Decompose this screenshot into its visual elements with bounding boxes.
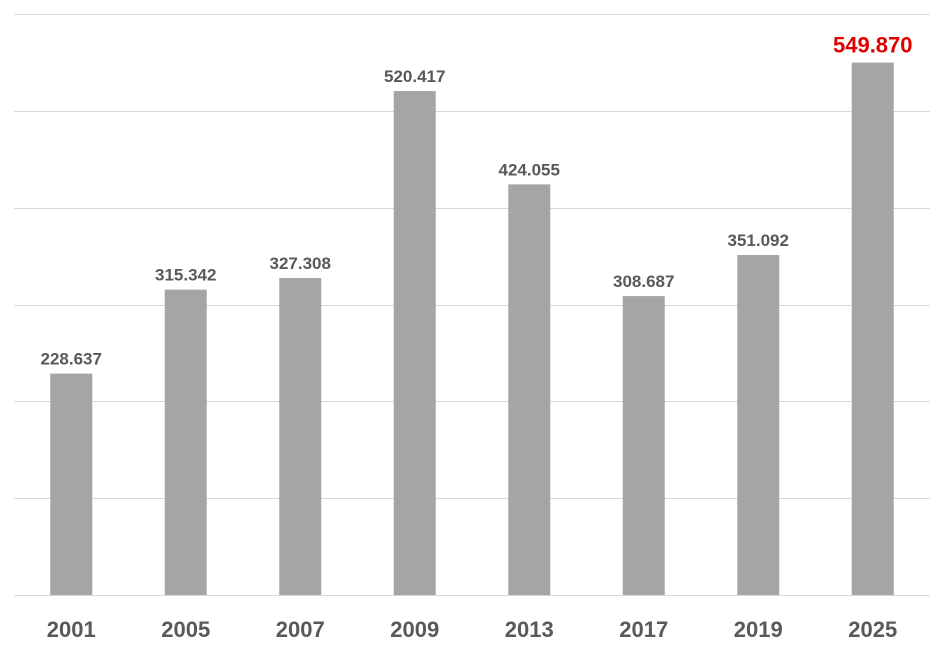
- bar-2019: [737, 255, 780, 595]
- x-tick-label-2025: 2025: [848, 617, 897, 642]
- x-tick-label-2017: 2017: [619, 617, 668, 642]
- data-label-2007: 327.308: [270, 254, 331, 273]
- data-labels: 228.637 315.342 327.308 520.417 424.055 308.6…: [41, 33, 913, 369]
- data-label-2025: 549.870: [833, 33, 913, 58]
- bar-2025: [851, 62, 894, 596]
- data-label-2001: 228.637: [41, 350, 102, 369]
- data-label-2017: 308.687: [613, 272, 674, 291]
- data-label-2005: 315.342: [155, 266, 216, 285]
- x-tick-label-2001: 2001: [47, 617, 96, 642]
- data-label-2013: 424.055: [499, 160, 560, 179]
- bar-2001: [50, 373, 93, 595]
- x-tick-label-2005: 2005: [161, 617, 210, 642]
- bar-2017: [622, 296, 665, 595]
- bar-2007: [279, 278, 322, 595]
- x-tick-label-2019: 2019: [734, 617, 783, 642]
- data-label-2009: 520.417: [384, 67, 445, 86]
- bars: [50, 62, 894, 596]
- bar-2013: [508, 184, 551, 595]
- x-tick-label-2013: 2013: [505, 617, 554, 642]
- x-tick-label-2007: 2007: [276, 617, 325, 642]
- grid: [14, 14, 930, 596]
- bar-2009: [393, 91, 436, 596]
- x-axis-tick-labels: 2001 2005 2007 2009 2013 2017 2019 2025: [47, 617, 897, 642]
- x-tick-label-2009: 2009: [390, 617, 439, 642]
- data-label-2019: 351.092: [728, 231, 789, 250]
- bar-2005: [164, 289, 207, 595]
